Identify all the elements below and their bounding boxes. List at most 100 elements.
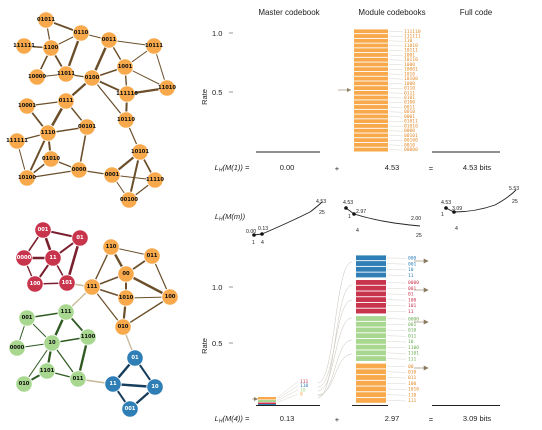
top-module-codeword: 1010 [404,71,415,77]
header-master-codebook: Master codebook [258,8,320,17]
bottom-module-codebook-bars [356,255,386,403]
bottom-graph-node-label: 110 [106,244,117,250]
top-graph-node: 1001 [116,58,134,76]
bottom-module-codeword: 0000 [408,280,419,286]
bottom-equals: = [429,415,434,424]
bottom-graph-node: 00 [117,265,135,283]
top-module-bar [354,71,388,76]
bottom-graph-node-label: 100 [165,294,176,300]
bottom-module-codeword: 10 [408,267,414,273]
bottom-full-value: 3.09 bits [463,414,492,423]
top-graph-node: 00101 [78,118,96,136]
top-module-bar [354,128,388,133]
bottom-module-codeword: 00 [408,364,414,370]
top-graph-node: 01010 [42,150,60,168]
top-module-bar [354,109,388,114]
bottom-graph-node: 010 [15,375,33,393]
bottom-module-codeword: 10 [408,339,414,345]
bottom-module-codeword: 11 [408,273,414,279]
bottom-graph-node: 110 [102,238,120,256]
header-module-codebooks: Module codebooks [358,8,425,17]
mp1-start: 0.00 [246,229,256,235]
bottom-graph-node-label: 10 [48,340,56,346]
mp2-x25: 25 [416,233,422,239]
top-graph-node: 0111 [57,92,75,110]
bottom-module-codeword: 010 [408,328,417,334]
top-graph-node-label: 0000 [72,167,87,173]
top-graph-node-label: 00101 [78,124,96,130]
bottom-row-label: LH(M(4)) = [215,414,250,425]
top-graph-node-label: 111110 [116,91,138,97]
top-graph-node-label: 1001 [118,64,133,70]
bottom-graph-node-label: 010 [118,324,129,330]
bottom-module-codeword: 111 [408,398,417,404]
bottom-module-codeword: 001 [408,261,417,267]
bottom-graph-node-label: 011 [147,253,158,259]
bottom-graph-node-label: 1101 [40,368,55,374]
top-equals: = [429,164,434,173]
top-module-bar [354,57,388,62]
mp3-x25: 25 [512,199,518,205]
bottom-module-bar [356,291,386,297]
bottom-graph-node-label: 001 [125,406,136,412]
bottom-graph-node-label: 01 [76,235,84,241]
top-graph-node-label: 11010 [158,85,176,91]
top-module-bar [354,62,388,67]
bottom-graph-node-label: 011 [73,376,84,382]
top-graph-node-label: 111111 [13,43,35,49]
bottom-module-value: 2.97 [385,414,400,423]
bottom-module-bar [356,392,386,398]
bottom-graph-node: 101 [58,274,76,292]
top-module-codeword: 10001 [404,67,418,73]
bottom-plus: + [335,415,340,424]
master-codeword: 110 [300,383,309,389]
top-graph-node: 00100 [120,191,138,209]
mp2-mid: 2.97 [356,209,366,215]
top-full-value: 4.53 bits [463,163,492,172]
mp2-x1: 1 [348,214,351,220]
master-bar-green [258,400,276,402]
bottom-graph-node-label: 100 [30,281,41,287]
bottom-module-bar [356,261,386,266]
bottom-graph-node: 111 [57,303,75,321]
top-graph-node-label: 0111 [59,98,74,104]
top-graph-node-label: 0110 [74,30,89,36]
master-module-flows [317,261,353,399]
bottom-graph-node-label: 111 [87,284,98,290]
bottom-graph-node: 10 [43,334,61,352]
top-module-codeword: 01011 [404,119,418,125]
top-module-codewords: 1111101111111101101010111100110110100010… [388,29,421,153]
bottom-module-bar [356,369,386,375]
bottom-module-bar [356,327,386,333]
bottom-module-codeword: 101 [408,303,417,309]
mp2-start: 4.53 [343,200,353,206]
bottom-module-codewords: 0000011011000000101100101110000001010011… [386,256,419,404]
bottom-module-codeword: 110 [408,392,417,398]
top-ytick-05: 0.5 [212,88,222,97]
top-row-label: LH(M(1)) = [215,163,250,174]
bottom-graph-node: 10 [146,378,164,396]
top-module-codeword: 0011 [404,104,415,110]
top-module-codeword: 00101 [404,133,418,139]
mp1-end: 4.53 [316,199,326,205]
top-module-bar [354,29,388,34]
bottom-graph-node-label: 1100 [81,334,96,340]
bottom-graph-node: 1100 [79,328,97,346]
bottom-graph-node-label: 101 [62,280,73,286]
mp3-end: 5.53 [509,186,519,192]
bottom-module-bar [356,272,386,278]
bottom-graph-node: 0000 [8,339,26,357]
bottom-ylabel: Rate [200,338,209,354]
bottom-graph-node: 001 [121,400,139,418]
top-module-codeword: 110 [404,38,413,44]
bottom-graph-node-label: 111 [61,309,72,315]
top-module-bar [354,142,388,147]
bottom-graph-node: 1101 [38,362,56,380]
bottom-module-codeword: 010 [408,370,417,376]
top-module-bar [354,34,388,38]
bottom-graph-node-label: 0000 [17,255,32,261]
bottom-ytick-1: 1.0 [212,283,222,292]
top-graph-node-label: 01011 [37,17,55,23]
